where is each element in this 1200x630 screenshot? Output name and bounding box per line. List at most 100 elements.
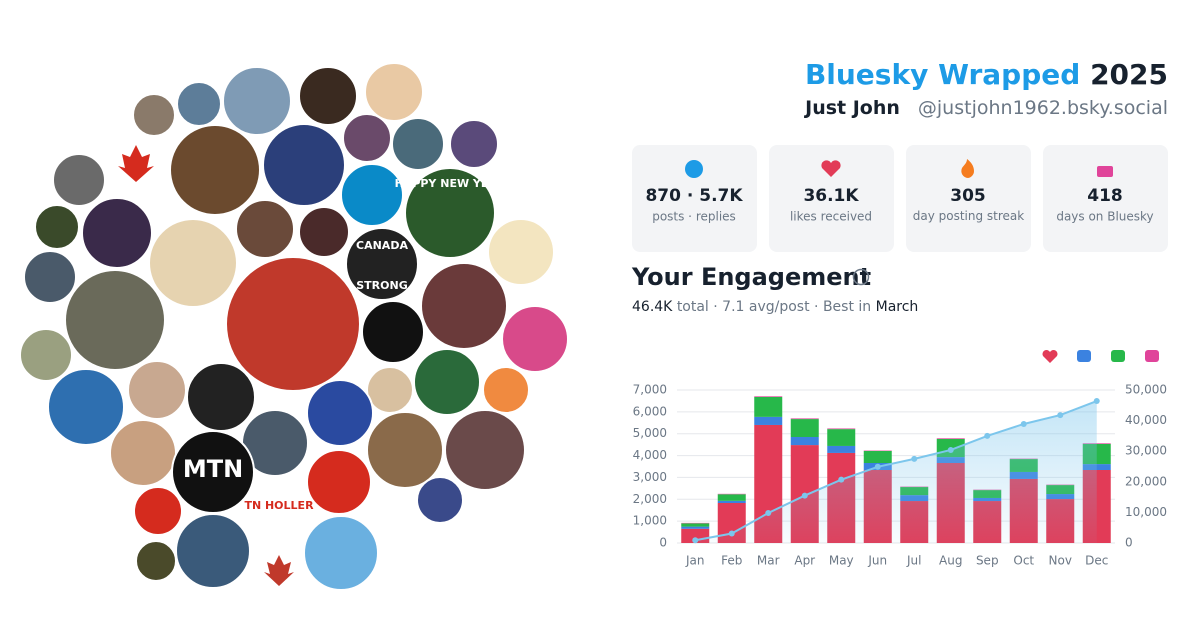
avatar: [235, 199, 295, 259]
cumulative-point: [728, 530, 735, 537]
avatar: [176, 81, 222, 127]
cumulative-point: [911, 455, 918, 462]
user-name: Just John: [803, 97, 900, 119]
cumulative-point: [947, 446, 954, 453]
avatar: [413, 348, 481, 416]
x-tick-label: Mar: [757, 554, 780, 568]
avatar: [361, 300, 425, 364]
avatar: [109, 419, 177, 487]
avatar: [166, 310, 222, 366]
stat-value: 418: [1087, 186, 1123, 206]
maple-leaf: [264, 555, 294, 586]
bar-segment: [717, 500, 746, 504]
legend-icon: [1145, 350, 1159, 362]
user-line: Just John @justjohn1962.bsky.social: [803, 97, 1168, 119]
maple-leaf: [118, 145, 154, 182]
bar-segment: [754, 396, 783, 397]
avatar: [175, 513, 251, 589]
avatar: [342, 113, 392, 163]
avatar: [298, 66, 358, 126]
summary-total: 46.4K: [632, 299, 673, 315]
bar-segment: [790, 418, 819, 420]
icon-streak: [961, 159, 975, 178]
cumulative-point: [984, 432, 991, 439]
x-tick-label: Apr: [794, 554, 815, 568]
y-tick-label: 1,000: [633, 514, 667, 528]
stat-label-wrap: day posting streak: [913, 209, 1025, 223]
avatar: [186, 362, 256, 432]
bar-segment: [863, 450, 892, 464]
avatar: [298, 206, 350, 258]
avatar-text: STRONG: [356, 279, 407, 292]
x-tick-label: Aug: [939, 554, 962, 568]
avatar: [444, 409, 526, 491]
x-tick-label: Jan: [685, 554, 705, 568]
summary-middle: total · 7.1 avg/post · Best in: [677, 299, 871, 315]
stat-card: [906, 145, 1031, 252]
cumulative-point: [838, 476, 845, 483]
info-icon: [852, 268, 870, 286]
icon-posts: [685, 160, 703, 178]
bar-segment: [936, 438, 965, 439]
legend-icon: [1042, 349, 1058, 363]
avatar-text: MTN: [183, 455, 243, 483]
summary: 46.4K total · 7.1 avg/post · Best in Mar…: [632, 299, 918, 315]
avatar: [133, 486, 183, 536]
y2-tick-label: 50,000: [1125, 383, 1167, 397]
avatar: [367, 488, 419, 540]
stat-card: [769, 145, 894, 252]
user-handle: @justjohn1962.bsky.social: [918, 97, 1168, 119]
y-tick-label: 7,000: [633, 383, 667, 397]
avatar: [132, 93, 176, 137]
bar-segment: [827, 428, 856, 430]
bar-segment: [681, 526, 710, 529]
cumulative-point: [765, 510, 772, 517]
cumulative-point: [1020, 420, 1027, 427]
avatar: [127, 360, 187, 420]
avatar: [169, 124, 261, 216]
avatar-cluster: HAPPY NEW YEAR CANADA STRONG MTN TN HOLL…: [19, 36, 569, 591]
stat-value: 870 · 5.7K: [645, 186, 743, 206]
bar-segment: [754, 416, 783, 425]
avatar: [482, 366, 530, 414]
cumulative-point: [1057, 412, 1064, 419]
bar-segment: [754, 396, 783, 417]
avatar: [23, 250, 77, 304]
section-title: Your Engagement: [631, 263, 871, 291]
x-tick-label: Jun: [867, 554, 887, 568]
legend-icon: [1077, 350, 1091, 362]
cumulative-point: [692, 537, 699, 544]
avatar: [34, 204, 80, 250]
y2-tick-label: 30,000: [1125, 444, 1167, 458]
avatar: [364, 62, 424, 122]
avatar: [306, 379, 374, 447]
avatar: [222, 66, 292, 136]
stat-label: days on Bluesky: [1056, 210, 1153, 224]
avatar: [262, 123, 346, 207]
avatar: [391, 117, 445, 171]
x-tick-label: Jul: [906, 554, 921, 568]
y-tick-label: 4,000: [633, 448, 667, 462]
avatar: [340, 163, 404, 227]
bar-segment: [717, 494, 746, 501]
y-tick-label: 6,000: [633, 404, 667, 418]
y-tick-label: 0: [659, 536, 667, 550]
y-tick-label: 2,000: [633, 492, 667, 506]
avatar: [19, 328, 73, 382]
avatar: [487, 218, 555, 286]
avatar: [148, 218, 238, 308]
title-year: 2025: [1090, 58, 1168, 91]
cumulative-point: [1093, 398, 1100, 405]
avatar: [345, 227, 419, 301]
avatar: [47, 368, 125, 446]
avatar: [449, 119, 499, 169]
avatar: [135, 540, 177, 582]
avatar-text: HAPPY NEW YEAR: [395, 177, 506, 190]
y-tick-label: 5,000: [633, 426, 667, 440]
cumulative-area: [695, 401, 1097, 543]
icon-likes: [821, 160, 841, 177]
legend-icon: [1111, 350, 1125, 362]
avatar-text: CANADA: [356, 239, 408, 252]
avatar: [64, 269, 166, 371]
